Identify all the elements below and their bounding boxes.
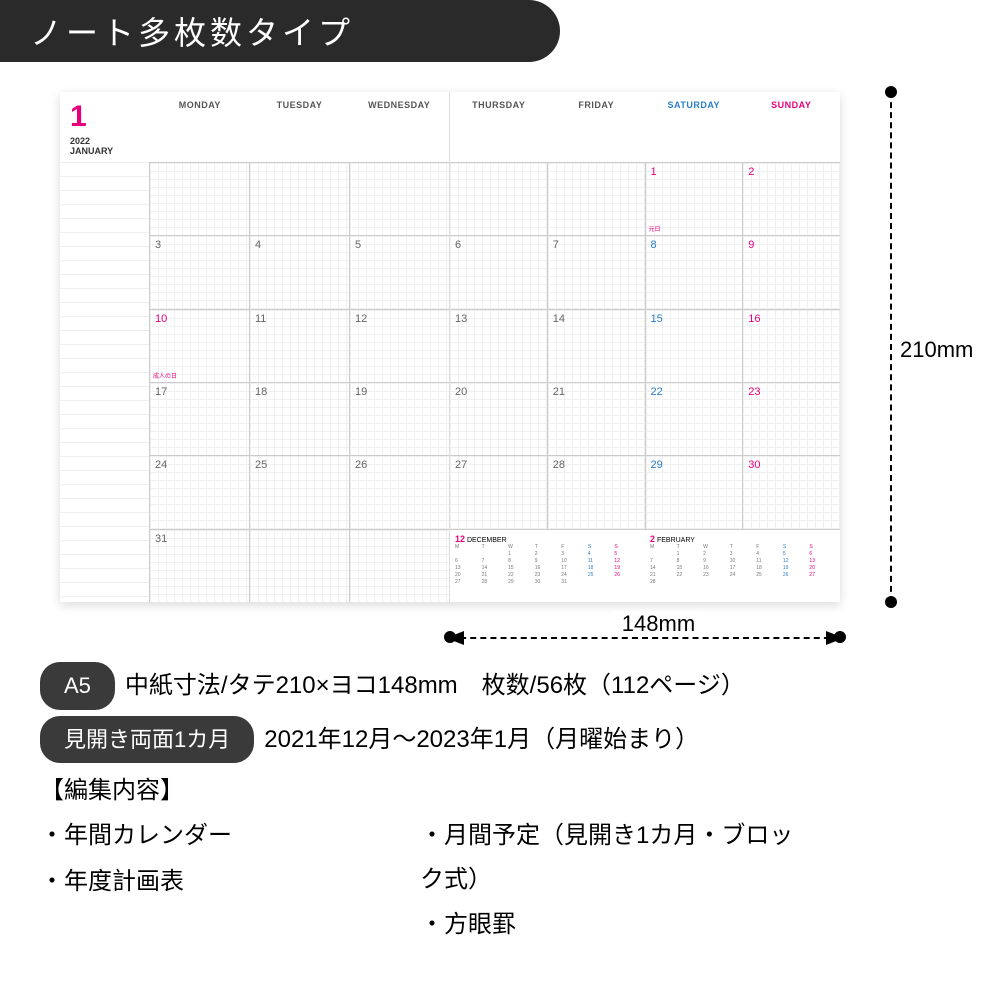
calendar-cell: 30 bbox=[743, 456, 840, 528]
calendar-cell: 19 bbox=[350, 383, 449, 455]
calendar-cell: 26 bbox=[350, 456, 449, 528]
calendar-cell: 12 bbox=[350, 310, 449, 382]
planner-spread: 1 2022 JANUARY MONDAY TUESDAY WEDNESDAY … bbox=[60, 92, 840, 602]
calendar-cell: 9 bbox=[743, 236, 840, 308]
feature-item: ・年間カレンダー bbox=[40, 814, 420, 857]
width-label: 148mm bbox=[614, 611, 703, 637]
header-title: ノート多枚数タイプ bbox=[0, 0, 560, 62]
height-dimension: 210mm bbox=[870, 92, 950, 602]
calendar-cell: 13 bbox=[450, 310, 548, 382]
day-header-fri: FRIDAY bbox=[548, 92, 646, 162]
features-left: ・年間カレンダー ・年度計画表 bbox=[40, 814, 420, 948]
calendar-cell: 24 bbox=[150, 456, 250, 528]
calendar-cell: 28 bbox=[548, 456, 646, 528]
calendar-cell: 5 bbox=[350, 236, 449, 308]
calendar-cell: 20 bbox=[450, 383, 548, 455]
day-header-tue: TUESDAY bbox=[250, 92, 350, 162]
feature-item: ・月間予定（見開き1カ月・ブロック式） bbox=[420, 814, 800, 900]
calendar-cell: 11 bbox=[250, 310, 350, 382]
specs-section: A5 中紙寸法/タテ210×ヨコ148mm 枚数/56枚（112ページ） 見開き… bbox=[0, 662, 1000, 948]
calendar-cell bbox=[250, 530, 350, 602]
calendar-cell bbox=[548, 163, 646, 235]
calendar-cell: 6 bbox=[450, 236, 548, 308]
day-header-thu: THURSDAY bbox=[450, 92, 548, 162]
spread-badge: 見開き両面1カ月 bbox=[40, 716, 254, 764]
calendar-cell: 29 bbox=[646, 456, 744, 528]
calendar-cell: 15 bbox=[646, 310, 744, 382]
calendar-cell: 10成人の日 bbox=[150, 310, 250, 382]
day-header-wed: WEDNESDAY bbox=[349, 92, 449, 162]
height-label: 210mm bbox=[900, 337, 973, 363]
month-number: 1 bbox=[70, 100, 140, 134]
calendar-cell: 27 bbox=[450, 456, 548, 528]
calendar-cell: 2 bbox=[743, 163, 840, 235]
left-page: 1 2022 JANUARY MONDAY TUESDAY WEDNESDAY … bbox=[60, 92, 450, 602]
right-page: THURSDAY FRIDAY SATURDAY SUNDAY 1元日2 6789… bbox=[450, 92, 840, 602]
side-notes bbox=[60, 162, 150, 602]
calendar-cell: 31 bbox=[150, 530, 250, 602]
feature-item: ・年度計画表 bbox=[40, 860, 420, 903]
calendar-cell: 3 bbox=[150, 236, 250, 308]
month-year: 2022 bbox=[70, 136, 140, 146]
width-dimension: 148mm bbox=[450, 617, 840, 667]
calendar-cell bbox=[350, 163, 449, 235]
calendar-cell: 7 bbox=[548, 236, 646, 308]
calendar-cell: 23 bbox=[743, 383, 840, 455]
spread-text: 2021年12月～2023年1月（月曜始まり） bbox=[264, 718, 699, 761]
size-text: 中紙寸法/タテ210×ヨコ148mm 枚数/56枚（112ページ） bbox=[125, 664, 745, 707]
month-name: JANUARY bbox=[70, 146, 140, 156]
calendar-cell bbox=[350, 530, 449, 602]
day-header-mon: MONDAY bbox=[150, 92, 250, 162]
calendar-cell bbox=[450, 163, 548, 235]
calendar-cell: 18 bbox=[250, 383, 350, 455]
day-header-sun: SUNDAY bbox=[743, 92, 841, 162]
calendar-cell: 25 bbox=[250, 456, 350, 528]
calendar-cell: 22 bbox=[646, 383, 744, 455]
day-header-sat: SATURDAY bbox=[645, 92, 743, 162]
edit-label: 【編集内容】 bbox=[40, 769, 960, 812]
calendar-cell: 21 bbox=[548, 383, 646, 455]
size-badge: A5 bbox=[40, 662, 115, 710]
main-area: 1 2022 JANUARY MONDAY TUESDAY WEDNESDAY … bbox=[0, 62, 1000, 662]
features-right: ・月間予定（見開き1カ月・ブロック式） ・方眼罫 bbox=[420, 814, 800, 948]
calendar-cell bbox=[150, 163, 250, 235]
calendar-cell: 4 bbox=[250, 236, 350, 308]
calendar-cell: 8 bbox=[646, 236, 744, 308]
calendar-cell: 17 bbox=[150, 383, 250, 455]
calendar-cell bbox=[250, 163, 350, 235]
calendar-cell: 14 bbox=[548, 310, 646, 382]
calendar-cell: 1元日 bbox=[646, 163, 744, 235]
feature-item: ・方眼罫 bbox=[420, 903, 800, 946]
calendar-cell: 16 bbox=[743, 310, 840, 382]
